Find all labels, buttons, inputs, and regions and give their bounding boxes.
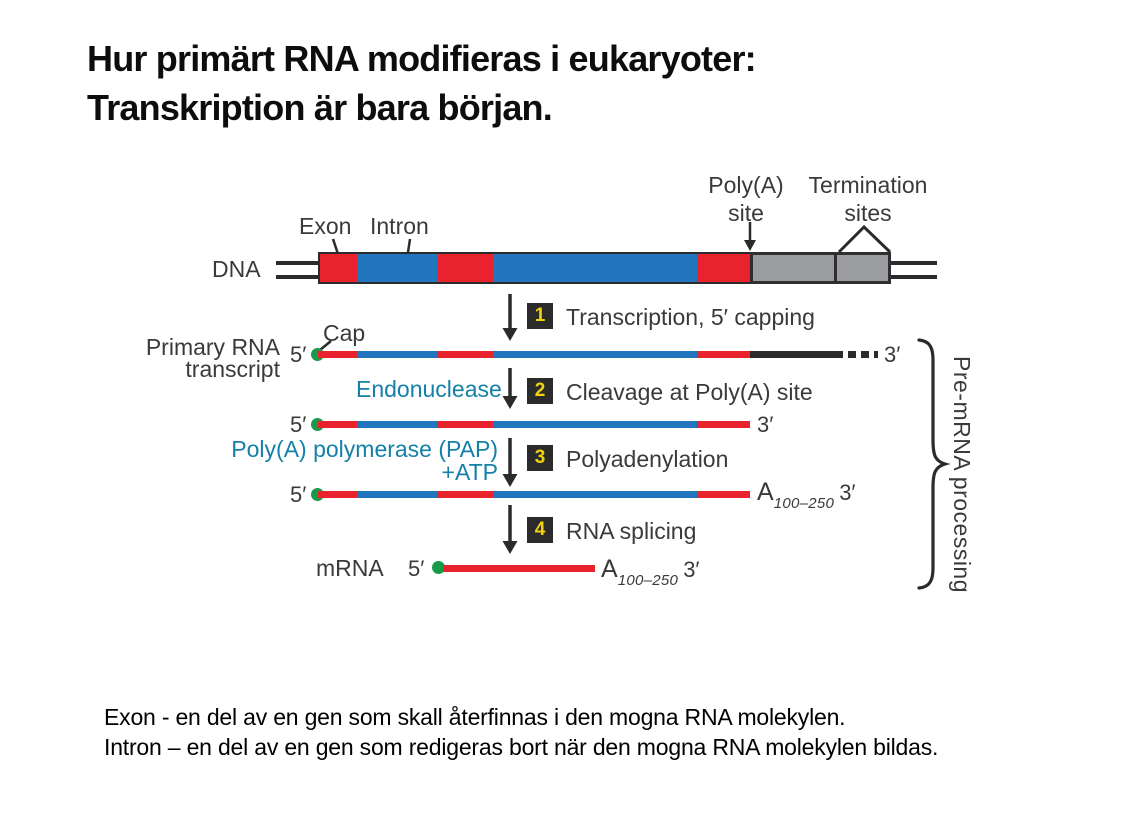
pap-enzyme-label: Poly(A) polymerase (PAP) +ATP [228, 438, 498, 484]
rna-exon-segment [318, 351, 357, 358]
cap-dot [432, 561, 445, 574]
pre-mrna-processing-label: Pre-mRNA processing [949, 356, 975, 594]
dna-intron-segment [493, 254, 697, 282]
step-1-arrowhead [502, 328, 518, 341]
step-4-number-box: 4 [527, 517, 553, 543]
exon-label: Exon [299, 213, 352, 239]
step-2-label: Cleavage at Poly(A) site [566, 379, 813, 405]
polyadenylated-rna-5prime-label: 5′ [290, 482, 307, 507]
polya-tail-base: A [757, 478, 774, 506]
rna-exon-segment [318, 421, 357, 428]
dna-downstream-box-2 [834, 252, 891, 284]
dna-right-strand-top [891, 261, 937, 265]
cleaved-rna-3prime-label: 3′ [757, 412, 774, 437]
title-line-1: Hur primärt RNA modifieras i eukaryoter: [87, 38, 757, 79]
step-2-number-box: 2 [527, 378, 553, 404]
mrna-polya-tail-annotation: A100–250 3′ [601, 555, 700, 589]
dna-exon-segment [320, 254, 358, 282]
dna-left-strand-top [276, 261, 318, 265]
termination-caret [837, 224, 892, 254]
dna-intron-segment [358, 254, 438, 282]
step-4-arrowhead [502, 541, 518, 554]
rna-intron-segment [493, 491, 697, 498]
pre-mrna-brace [917, 338, 951, 590]
rna-intron-segment [357, 491, 438, 498]
rna-exon-segment [697, 491, 750, 498]
intron-label: Intron [370, 213, 429, 239]
primary-rna-line [318, 351, 878, 358]
step-4-label: RNA splicing [566, 518, 697, 544]
cap-label: Cap [323, 320, 366, 346]
rna-intron-segment [357, 421, 438, 428]
termination-sites-label: Termination sites [795, 171, 941, 227]
primary-rna-3prime-label: 3′ [884, 342, 901, 367]
definitions-block: Exon - en del av en gen som skall återfi… [104, 702, 938, 762]
primary-rna-transcript-label: Primary RNA transcript [120, 334, 280, 382]
polya-site-label: Poly(A) site [696, 171, 796, 227]
polya-site-label-line1: Poly(A) [708, 172, 784, 198]
exon-definition: Exon - en del av en gen som skall återfi… [104, 704, 846, 730]
rna-intron-segment [493, 421, 697, 428]
polyadenylated-rna-3prime-label: 3′ [839, 480, 856, 505]
polya-site-label-line2: site [728, 200, 764, 226]
dna-left-strand-bottom [276, 275, 318, 279]
step-2-number: 2 [534, 380, 546, 401]
mrna-line [443, 565, 595, 572]
dna-gene-bar [318, 252, 752, 284]
mrna-label: mRNA [316, 555, 384, 581]
mrna-5prime-label: 5′ [408, 556, 425, 581]
intron-definition: Intron – en del av en gen som redigeras … [104, 734, 939, 760]
dna-exon-segment [697, 254, 750, 282]
primary-rna-5prime-label: 5′ [290, 342, 307, 367]
step-3-arrowhead [502, 474, 518, 487]
step-3-label: Polyadenylation [566, 446, 729, 472]
polya-site-arrowhead [744, 240, 756, 251]
rna-exon-segment [438, 421, 493, 428]
dna-label: DNA [212, 256, 261, 282]
endonuclease-label: Endonuclease [356, 376, 502, 402]
pap-label: Poly(A) polymerase (PAP) [231, 436, 498, 462]
termination-label-line1: Termination [808, 172, 928, 198]
dna-right-strand-bottom [891, 275, 937, 279]
rna-exon-segment [697, 351, 750, 358]
step-4-number: 4 [534, 519, 546, 540]
polya-tail-subscript: 100–250 [773, 495, 835, 512]
polya-tail-annotation: A100–250 3′ [757, 478, 856, 512]
primary-rna-label-line1: Primary RNA [145, 334, 280, 360]
title-line-2: Transkription är bara början. [87, 87, 553, 128]
step-1-number: 1 [534, 305, 546, 326]
polya-tail-subscript: 100–250 [617, 572, 679, 589]
polyadenylated-rna-line [318, 491, 750, 498]
polya-tail-base: A [601, 555, 618, 583]
primary-rna-label-line2: transcript [185, 356, 280, 382]
atp-label: +ATP [441, 459, 498, 485]
step-3-number: 3 [534, 447, 546, 468]
rna-exon-segment [697, 421, 750, 428]
dna-exon-segment [438, 254, 493, 282]
mrna-3prime-label: 3′ [683, 557, 700, 582]
step-1-number-box: 1 [527, 303, 553, 329]
rna-dashed-tail [835, 351, 878, 358]
cleaved-rna-line [318, 421, 750, 428]
rna-exon-segment [318, 491, 357, 498]
page-title: Hur primärt RNA modifieras i eukaryoter:… [87, 34, 757, 132]
rna-exon-segment [438, 351, 493, 358]
step-3-number-box: 3 [527, 445, 553, 471]
dna-downstream-box-1 [750, 252, 837, 284]
cleaved-rna-5prime-label: 5′ [290, 412, 307, 437]
step-2-arrowhead [502, 396, 518, 409]
step-1-label: Transcription, 5′ capping [566, 304, 815, 330]
rna-intron-segment [493, 351, 697, 358]
rna-downstream-segment [750, 351, 835, 358]
rna-intron-segment [357, 351, 438, 358]
termination-label-line2: sites [844, 200, 892, 226]
rna-exon-segment [438, 491, 493, 498]
